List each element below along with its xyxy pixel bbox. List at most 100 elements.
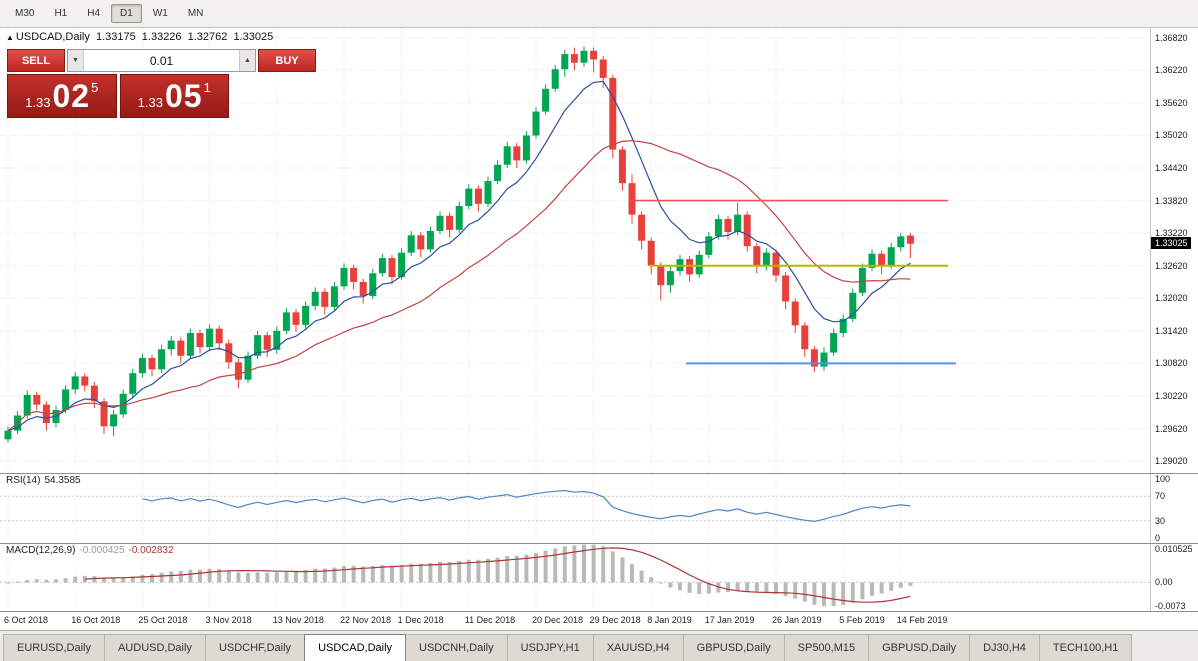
ohlc-close: 1.33025 [233, 31, 273, 43]
chart-tab-eurusd-daily[interactable]: EURUSD,Daily [3, 634, 105, 661]
macd-indicator-label: MACD(12,26,9) -0.000425 -0.002832 [6, 545, 174, 556]
sell-price-prefix: 1.33 [25, 95, 50, 110]
macd-axis-label: 0.010525 [1155, 544, 1193, 554]
macd-main-value: -0.000425 [79, 545, 124, 556]
price-axis-label: 1.29020 [1155, 456, 1188, 466]
macd-axis-label: 0.00 [1155, 577, 1173, 587]
macd-plot-area: MACD(12,26,9) -0.000425 -0.002832 [0, 544, 1150, 611]
time-axis-label: 13 Nov 2018 [273, 615, 324, 625]
buy-button[interactable]: BUY [258, 49, 316, 72]
chart-tab-gbpusd-daily[interactable]: GBPUSD,Daily [868, 634, 970, 661]
time-axis-label: 3 Nov 2018 [206, 615, 252, 625]
chart-tab-dj30-h4[interactable]: DJ30,H4 [969, 634, 1040, 661]
chart-tab-sp500-m15[interactable]: SP500,M15 [784, 634, 869, 661]
time-axis: 6 Oct 2018 16 Oct 2018 25 Oct 2018 3 Nov 20… [0, 612, 1198, 630]
macd-axis: 0.010525 0.00 -0.0073 [1150, 544, 1198, 611]
hlines-layer[interactable] [630, 201, 956, 364]
chart-tab-gbpusd-daily[interactable]: GBPUSD,Daily [683, 634, 785, 661]
chart-marker-icon: ▲ [6, 33, 14, 42]
time-axis-label: 26 Jan 2019 [772, 615, 822, 625]
timeframe-toolbar: M30H1H4D1W1MN [0, 0, 1198, 28]
price-axis-label: 1.30820 [1155, 358, 1188, 368]
macd-axis-label: -0.0073 [1155, 601, 1186, 611]
rsi-axis-label: 100 [1155, 474, 1170, 484]
buy-price-big: 05 [165, 80, 203, 112]
chart-tab-tech100-h1[interactable]: TECH100,H1 [1039, 634, 1132, 661]
time-axis-label: 6 Oct 2018 [4, 615, 48, 625]
time-axis-label: 16 Oct 2018 [71, 615, 120, 625]
time-axis-label: 1 Dec 2018 [398, 615, 444, 625]
buy-price-prefix: 1.33 [138, 95, 163, 110]
rsi-indicator-label: RSI(14) 54.3585 [6, 475, 81, 486]
rsi-axis-label: 0 [1155, 533, 1160, 543]
chart-symbol-label: USDCAD,Daily [16, 31, 90, 43]
timeframe-button-m30[interactable]: M30 [6, 4, 43, 23]
volume-control: ▼ ▲ [67, 49, 256, 72]
timeframe-button-mn[interactable]: MN [179, 4, 213, 23]
sell-button[interactable]: SELL [7, 49, 65, 72]
rsi-name: RSI(14) [6, 475, 40, 486]
price-axis-label: 1.31420 [1155, 326, 1188, 336]
chart-title: ▲USDCAD,Daily 1.33175 1.33226 1.32762 1.… [6, 31, 276, 43]
timeframe-button-h1[interactable]: H1 [45, 4, 76, 23]
chart-tab-usdjpy-h1[interactable]: USDJPY,H1 [507, 634, 594, 661]
volume-increase-button[interactable]: ▲ [239, 50, 255, 71]
rsi-panel: RSI(14) 54.3585 100 70 30 0 [0, 474, 1198, 544]
ohlc-open: 1.33175 [96, 31, 136, 43]
one-click-trade-panel: SELL ▼ ▲ BUY 1.33 02 5 1.33 [7, 49, 229, 118]
chart-tab-xauusd-h4[interactable]: XAUUSD,H4 [593, 634, 684, 661]
ohlc-low: 1.32762 [188, 31, 228, 43]
time-axis-label: 8 Jan 2019 [647, 615, 692, 625]
sell-price-sup: 5 [91, 80, 98, 95]
rsi-grid-layer [0, 474, 1150, 543]
price-axis-label: 1.33820 [1155, 196, 1188, 206]
volume-input[interactable] [84, 50, 239, 71]
price-axis-label: 1.36220 [1155, 65, 1188, 75]
macd-signal-value: -0.002832 [129, 545, 174, 556]
rsi-axis: 100 70 30 0 [1150, 474, 1198, 543]
buy-price-display[interactable]: 1.33 05 1 [120, 74, 230, 118]
time-axis-label: 25 Oct 2018 [138, 615, 187, 625]
price-axis-label: 1.30220 [1155, 391, 1188, 401]
time-axis-label: 17 Jan 2019 [705, 615, 755, 625]
chart-tab-usdchf-daily[interactable]: USDCHF,Daily [205, 634, 305, 661]
time-axis-label: 5 Feb 2019 [839, 615, 885, 625]
chart-tab-usdcnh-daily[interactable]: USDCNH,Daily [405, 634, 508, 661]
buy-price-sup: 1 [204, 80, 211, 95]
price-axis-label: 1.32020 [1155, 293, 1188, 303]
chart-tabs-bar: EURUSD,DailyAUDUSD,DailyUSDCHF,DailyUSDC… [0, 630, 1198, 661]
timeframe-button-d1[interactable]: D1 [111, 4, 142, 23]
sell-price-big: 02 [52, 80, 90, 112]
time-axis-label: 11 Dec 2018 [465, 615, 515, 625]
price-axis-label: 1.35020 [1155, 130, 1188, 140]
price-axis: 1.33025 1.36820 1.36220 1.35620 1.35020 1.34… [1150, 28, 1198, 473]
rsi-value: 54.3585 [44, 475, 80, 486]
time-axis-label: 22 Nov 2018 [340, 615, 391, 625]
price-axis-label: 1.36820 [1155, 33, 1188, 43]
time-axis-label: 29 Dec 2018 [590, 615, 641, 625]
macd-panel: MACD(12,26,9) -0.000425 -0.002832 0.010525… [0, 544, 1198, 612]
ohlc-high: 1.33226 [142, 31, 182, 43]
price-axis-label: 1.29620 [1155, 424, 1188, 434]
sell-price-display[interactable]: 1.33 02 5 [7, 74, 117, 118]
macd-name: MACD(12,26,9) [6, 545, 75, 556]
rsi-axis-label: 30 [1155, 516, 1165, 526]
volume-decrease-button[interactable]: ▼ [68, 50, 84, 71]
rsi-axis-label: 70 [1155, 491, 1165, 501]
price-axis-label: 1.35620 [1155, 98, 1188, 108]
chart-tab-usdcad-daily[interactable]: USDCAD,Daily [304, 634, 406, 661]
chart-tab-audusd-daily[interactable]: AUDUSD,Daily [104, 634, 206, 661]
timeframe-button-w1[interactable]: W1 [144, 4, 177, 23]
time-axis-label: 14 Feb 2019 [897, 615, 948, 625]
price-axis-label: 1.32620 [1155, 261, 1188, 271]
time-axis-label: 20 Dec 2018 [532, 615, 583, 625]
current-price-tag: 1.33025 [1151, 237, 1191, 249]
main-plot-area: ▲USDCAD,Daily 1.33175 1.33226 1.32762 1.… [0, 28, 1150, 473]
trading-app-window: M30H1H4D1W1MN ▲USDCAD,Daily 1.33175 1.33… [0, 0, 1198, 661]
price-axis-label: 1.34420 [1155, 163, 1188, 173]
timeframe-button-h4[interactable]: H4 [78, 4, 109, 23]
rsi-plot-area: RSI(14) 54.3585 [0, 474, 1150, 543]
main-chart-panel: ▲USDCAD,Daily 1.33175 1.33226 1.32762 1.… [0, 28, 1198, 474]
rsi-line-layer[interactable] [142, 491, 910, 522]
rsi-canvas[interactable] [0, 474, 1150, 543]
